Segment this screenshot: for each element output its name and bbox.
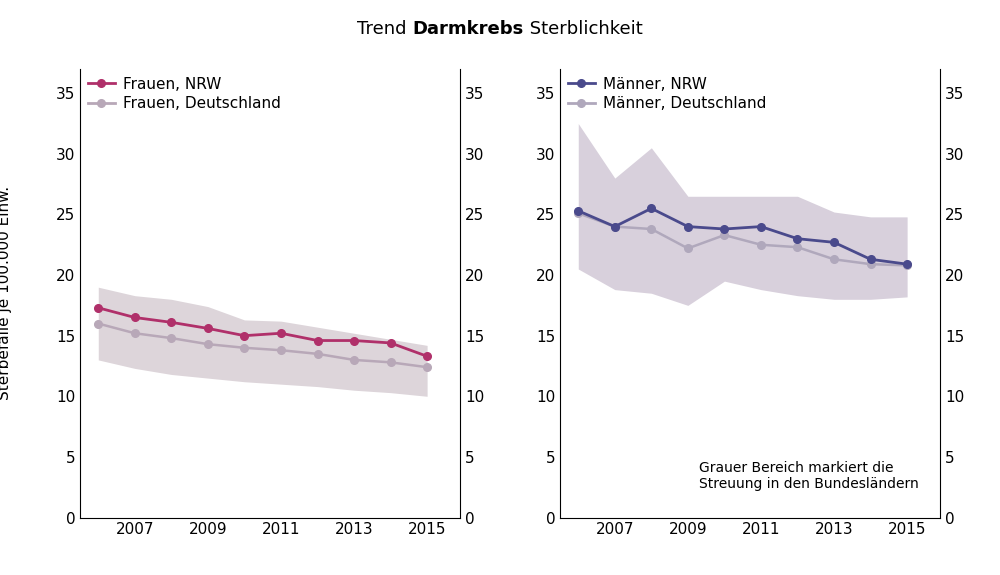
Text: Darmkrebs: Darmkrebs: [413, 20, 524, 38]
Legend: Frauen, NRW, Frauen, Deutschland: Frauen, NRW, Frauen, Deutschland: [88, 76, 281, 111]
Text: Trend: Trend: [357, 20, 413, 38]
Text: Grauer Bereich markiert die
Streuung in den Bundesländern: Grauer Bereich markiert die Streuung in …: [699, 461, 919, 491]
Text: Sterblichkeit: Sterblichkeit: [524, 20, 643, 38]
Y-axis label: Sterbefälle je 100.000 Einw.: Sterbefälle je 100.000 Einw.: [0, 186, 12, 400]
Legend: Männer, NRW, Männer, Deutschland: Männer, NRW, Männer, Deutschland: [568, 76, 766, 111]
